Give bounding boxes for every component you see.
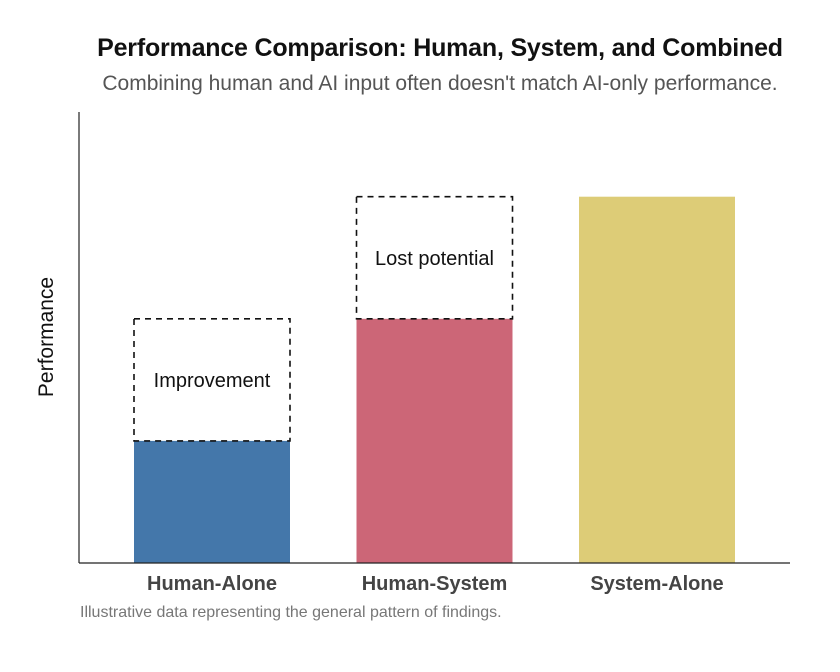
bar-human-system	[356, 318, 513, 563]
y-axis-label-wrap: Performance	[32, 110, 62, 564]
bar-human-alone	[134, 440, 290, 563]
annotation-box-human-system	[355, 195, 514, 320]
x-tick-label: Human-Alone	[147, 573, 277, 595]
x-tick-label: System-Alone	[590, 573, 723, 595]
bars-layer	[134, 196, 735, 563]
chart-title: Performance Comparison: Human, System, a…	[97, 34, 783, 62]
axes-layer	[78, 112, 790, 564]
chart-subtitle: Combining human and AI input often doesn…	[102, 72, 778, 95]
annotation-box-human-alone	[133, 317, 291, 442]
x-tick-label: Human-System	[362, 573, 508, 595]
annotations-layer: Improvement Lost potential	[133, 195, 514, 442]
y-axis-label: Performance	[35, 276, 58, 398]
annotation-label: Lost potential	[375, 248, 494, 270]
bar-system-alone	[579, 196, 735, 563]
footnote: Illustrative data representing the gener…	[80, 604, 502, 621]
x-tick-labels: Human-Alone Human-System System-Alone	[147, 573, 724, 595]
annotation-label: Improvement	[154, 370, 271, 392]
